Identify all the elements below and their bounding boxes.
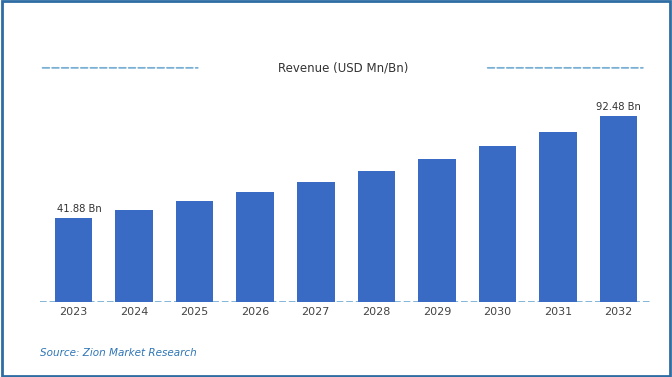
Bar <box>237 192 274 302</box>
Bar <box>297 182 335 302</box>
Text: Revenue (USD Mn/Bn): Revenue (USD Mn/Bn) <box>278 61 408 74</box>
Bar <box>55 218 92 302</box>
Text: 41.88 Bn: 41.88 Bn <box>56 204 101 214</box>
Bar <box>116 210 153 302</box>
Bar <box>600 116 637 302</box>
Bar <box>478 146 516 302</box>
Text: Global SaaS Security Market, 2018-2032 (USD Billion): Global SaaS Security Market, 2018-2032 (… <box>73 15 599 34</box>
Text: Source: Zion Market Research: Source: Zion Market Research <box>40 348 197 358</box>
Bar <box>358 171 395 302</box>
Bar <box>539 132 577 302</box>
Bar <box>418 159 456 302</box>
Bar <box>176 201 214 302</box>
Text: 92.48 Bn: 92.48 Bn <box>596 103 641 112</box>
Text: CAGR : 9.20%: CAGR : 9.20% <box>94 134 185 147</box>
